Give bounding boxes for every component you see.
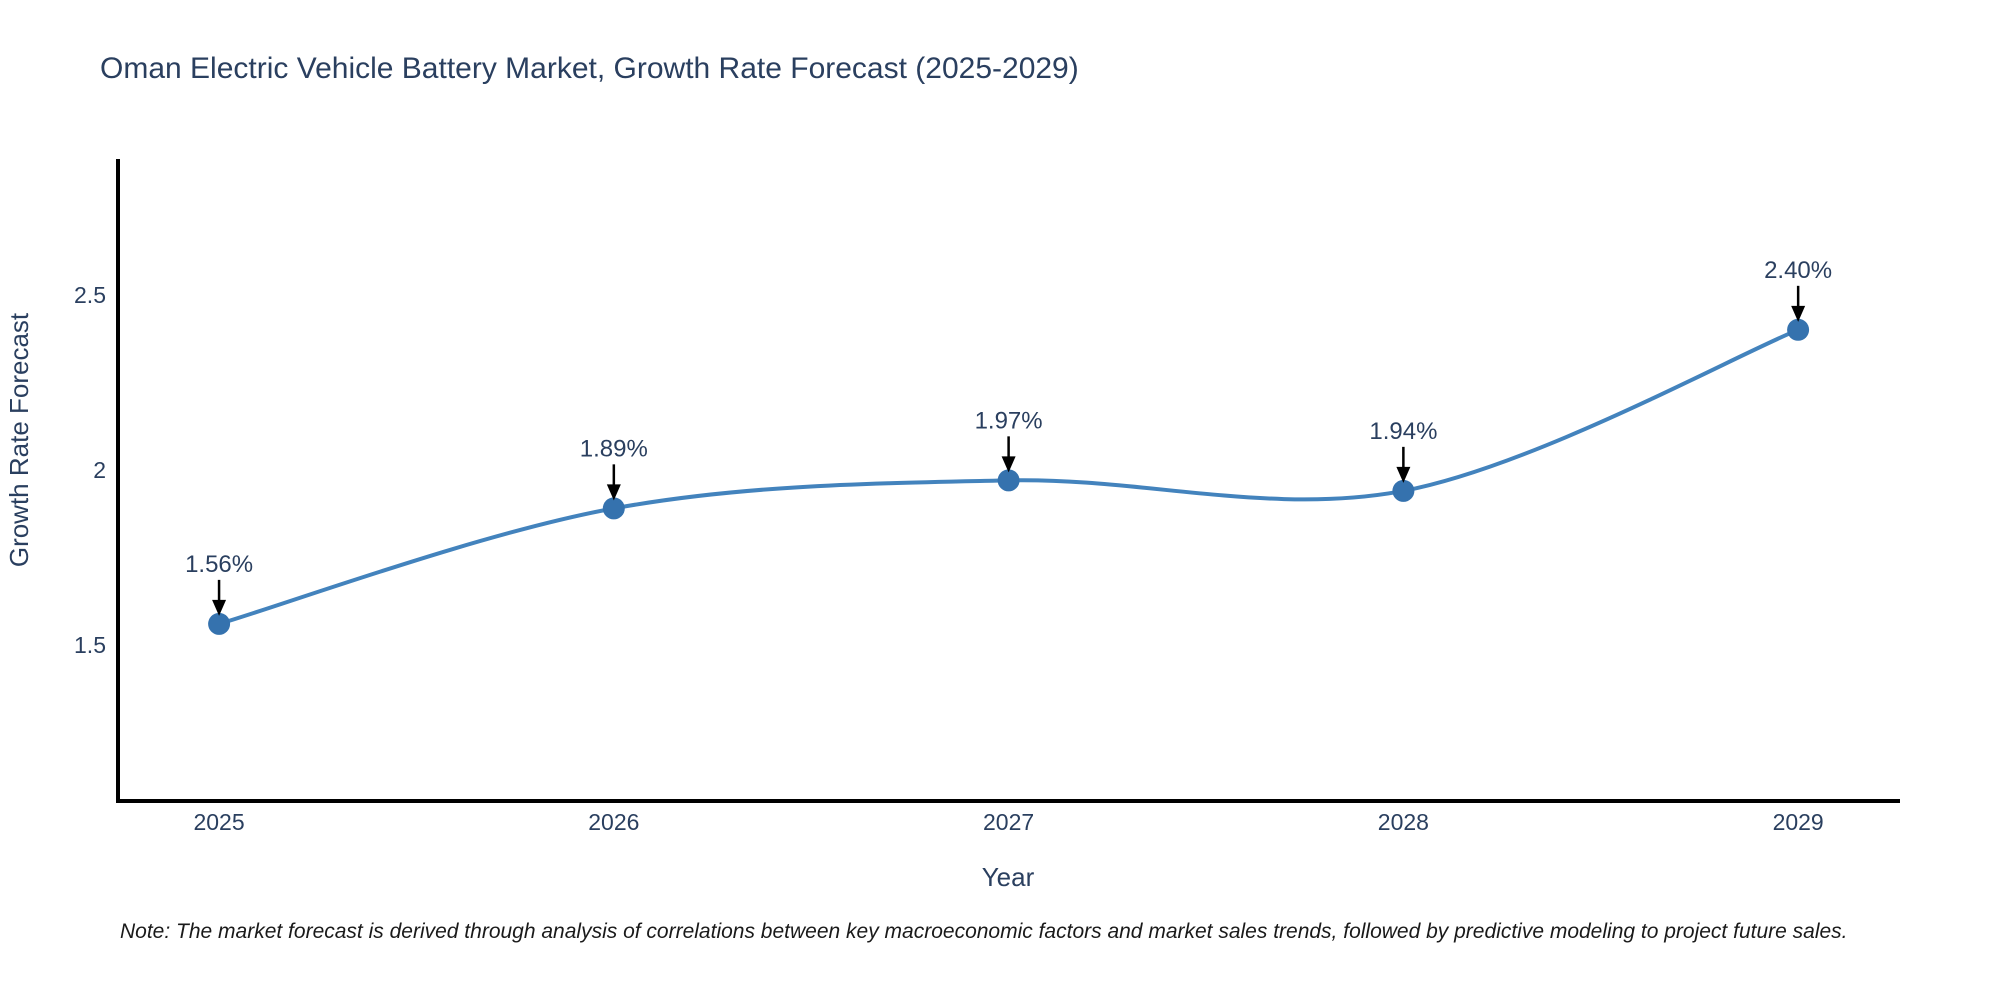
annotation-arrowhead-2027 [1001, 456, 1016, 473]
annotation-label-2025: 1.56% [185, 551, 253, 578]
annotations-group: 1.56% 1.89% 1.97% 1.94% 2.40% [185, 257, 1832, 616]
data-point-2027 [997, 469, 1020, 492]
annotation-label-2029: 2.40% [1764, 257, 1832, 284]
data-point-2028 [1392, 479, 1415, 502]
data-point-2026 [602, 497, 625, 520]
footnote-text: Note: The market forecast is derived thr… [120, 920, 1848, 943]
y-tick-label-1.5: 1.5 [74, 632, 106, 658]
y-axis-title: Growth Rate Forecast [4, 312, 34, 567]
y-tick-label-2.5: 2.5 [74, 282, 106, 308]
x-tick-label-2027: 2027 [983, 809, 1034, 835]
y-tick-label-2: 2 [93, 457, 106, 483]
x-tick-labels: 2025 2026 2027 2028 2029 [193, 809, 1823, 835]
chart-title: Oman Electric Vehicle Battery Market, Gr… [100, 52, 1079, 85]
data-point-2025 [208, 612, 231, 635]
x-tick-label-2026: 2026 [588, 809, 639, 835]
x-tick-label-2029: 2029 [1773, 809, 1824, 835]
annotation-arrowhead-2025 [212, 599, 227, 616]
annotation-arrowhead-2028 [1396, 466, 1411, 483]
annotation-label-2028: 1.94% [1369, 418, 1437, 445]
annotation-label-2026: 1.89% [580, 435, 648, 462]
x-tick-label-2025: 2025 [193, 809, 244, 835]
data-markers-group [208, 318, 1810, 635]
x-tick-label-2028: 2028 [1378, 809, 1429, 835]
y-tick-labels: 1.5 2 2.5 [74, 282, 106, 658]
data-point-2029 [1787, 318, 1810, 341]
x-axis-title: Year [982, 862, 1035, 892]
annotation-arrowhead-2029 [1791, 305, 1806, 322]
annotation-label-2027: 1.97% [975, 407, 1043, 434]
annotation-arrowhead-2026 [606, 484, 621, 501]
